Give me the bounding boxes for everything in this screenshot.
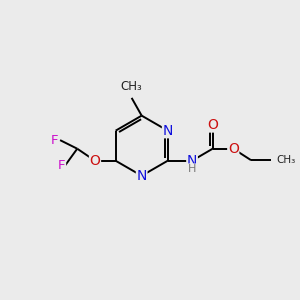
Text: O: O [90, 154, 101, 168]
Text: F: F [58, 159, 65, 172]
Text: F: F [51, 134, 59, 147]
Text: CH₃: CH₃ [121, 80, 142, 93]
Text: CH₃: CH₃ [276, 155, 296, 165]
Text: N: N [136, 169, 147, 183]
Text: O: O [207, 118, 218, 132]
Text: O: O [228, 142, 239, 156]
Text: H: H [188, 164, 196, 174]
Text: N: N [187, 154, 197, 168]
Text: N: N [163, 124, 173, 138]
